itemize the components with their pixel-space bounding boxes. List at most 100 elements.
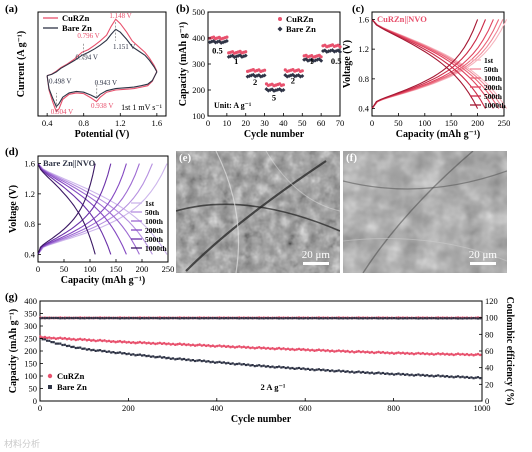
capacity-point-curzn — [65, 337, 69, 341]
peak-annotation: 0.794 V — [75, 54, 97, 62]
capacity-point-barezn — [417, 373, 420, 376]
y-tick-label-g: 350 — [24, 309, 37, 319]
ce-point-barezn — [225, 317, 228, 320]
capacity-point-barezn — [284, 366, 287, 370]
capacity-point-curzn — [266, 346, 270, 350]
ce-point-barezn — [141, 317, 144, 320]
capacity-point-barezn — [262, 364, 265, 367]
ce-point-barezn — [406, 317, 409, 320]
capacity-point-curzn — [160, 342, 164, 346]
capacity-point-curzn — [432, 353, 436, 356]
x-tick-label-b: 0 — [206, 118, 210, 128]
ce-point-barezn — [275, 317, 278, 320]
capacity-point-barezn — [134, 354, 137, 357]
capacity-point-curzn — [299, 348, 303, 352]
x-tick-label-b: 20 — [241, 118, 250, 128]
capacity-point-curzn — [63, 336, 67, 340]
y2-tick-label-g: 80 — [485, 329, 494, 339]
capacity-point-curzn — [284, 348, 288, 351]
capacity-point-curzn — [103, 339, 106, 342]
capacity-point-barezn — [88, 348, 91, 351]
ce-point-barezn — [470, 317, 473, 320]
ce-point-barezn — [196, 317, 199, 320]
capacity-point-barezn — [156, 355, 159, 359]
capacity-point-barezn — [174, 358, 177, 361]
ce-point-barezn — [410, 317, 413, 320]
capacity-point-barezn — [373, 372, 376, 375]
x-tick-label-d: 150 — [110, 264, 123, 274]
ce-point-barezn — [227, 317, 230, 320]
rate-point-curzn — [263, 68, 267, 72]
capacity-point-curzn — [348, 350, 352, 354]
ce-point-barezn — [423, 317, 427, 320]
ce-point-barezn — [454, 317, 457, 320]
ce-point-barezn — [355, 317, 358, 320]
capacity-point-curzn — [293, 348, 296, 352]
ce-point-barezn — [328, 317, 332, 320]
capacity-point-barezn — [200, 360, 203, 363]
capacity-point-barezn — [236, 362, 239, 366]
gcd-charge-curve — [371, 19, 479, 109]
capacity-point-curzn — [114, 340, 117, 344]
capacity-point-curzn — [269, 347, 272, 351]
capacity-point-curzn — [315, 348, 319, 352]
capacity-point-curzn — [399, 352, 403, 355]
legend-entry-b: CuRZn — [286, 14, 314, 24]
capacity-point-barezn — [406, 373, 409, 376]
capacity-point-curzn — [132, 341, 135, 344]
capacity-point-curzn — [171, 342, 175, 346]
capacity-point-curzn — [240, 346, 243, 349]
capacity-point-barezn — [461, 375, 464, 378]
capacity-point-curzn — [185, 343, 188, 347]
capacity-point-curzn — [392, 352, 396, 355]
sem-image-e: (e) 20 μm — [176, 151, 340, 273]
capacity-point-barezn — [457, 375, 460, 378]
capacity-point-barezn — [207, 360, 210, 363]
capacity-point-curzn — [335, 349, 338, 353]
capacity-point-curzn — [412, 352, 416, 356]
ce-point-barezn — [220, 317, 223, 320]
ce-point-barezn — [70, 316, 73, 320]
x-axis-label-g: Cycle number — [231, 414, 292, 425]
capacity-point-curzn — [136, 341, 139, 344]
ce-point-barezn — [68, 317, 71, 320]
capacity-point-curzn — [127, 340, 131, 344]
gcd-discharge-curve — [371, 19, 486, 109]
ce-point-barezn — [359, 317, 362, 320]
ce-point-barezn — [81, 317, 84, 320]
x-tick-label-d: 50 — [60, 264, 69, 274]
scale-bar-e: 20 μm — [302, 249, 330, 265]
rate-point-barezn — [319, 58, 324, 63]
capacity-point-curzn — [94, 339, 97, 343]
ce-point-barezn — [302, 317, 305, 320]
ce-point-barezn — [183, 317, 186, 320]
ce-point-barezn — [452, 317, 455, 320]
ce-point-barezn — [282, 317, 285, 320]
x-tick-label-b: 50 — [298, 118, 307, 128]
capacity-point-curzn — [401, 351, 405, 355]
y-tick-label-d: 0.4 — [24, 249, 35, 259]
capacity-point-barezn — [205, 360, 208, 363]
ce-point-barezn — [107, 317, 111, 320]
capacity-point-curzn — [70, 338, 73, 341]
capacity-point-barezn — [52, 341, 55, 344]
capacity-point-curzn — [410, 352, 414, 355]
rate-label: 5 — [272, 92, 276, 102]
x-tick-label-g: 600 — [299, 403, 312, 413]
capacity-point-curzn — [165, 342, 168, 346]
ce-point-barezn — [167, 317, 170, 320]
capacity-point-curzn — [235, 345, 239, 349]
y2-tick-label-g: 100 — [485, 313, 498, 323]
capacity-point-curzn — [311, 348, 314, 352]
capacity-point-barezn — [249, 364, 252, 367]
capacity-point-curzn — [202, 343, 206, 347]
scale-label-f: 20 μm — [468, 249, 497, 261]
ce-point-barezn — [408, 317, 411, 320]
ce-point-barezn — [284, 317, 287, 320]
cv-curve-upper-1 — [46, 28, 158, 77]
gcd-charge-curve — [37, 163, 127, 255]
capacity-point-barezn — [439, 375, 442, 378]
gcd-charge-curve — [37, 163, 168, 255]
ce-point-barezn — [258, 317, 261, 320]
ce-point-barezn — [446, 317, 449, 320]
